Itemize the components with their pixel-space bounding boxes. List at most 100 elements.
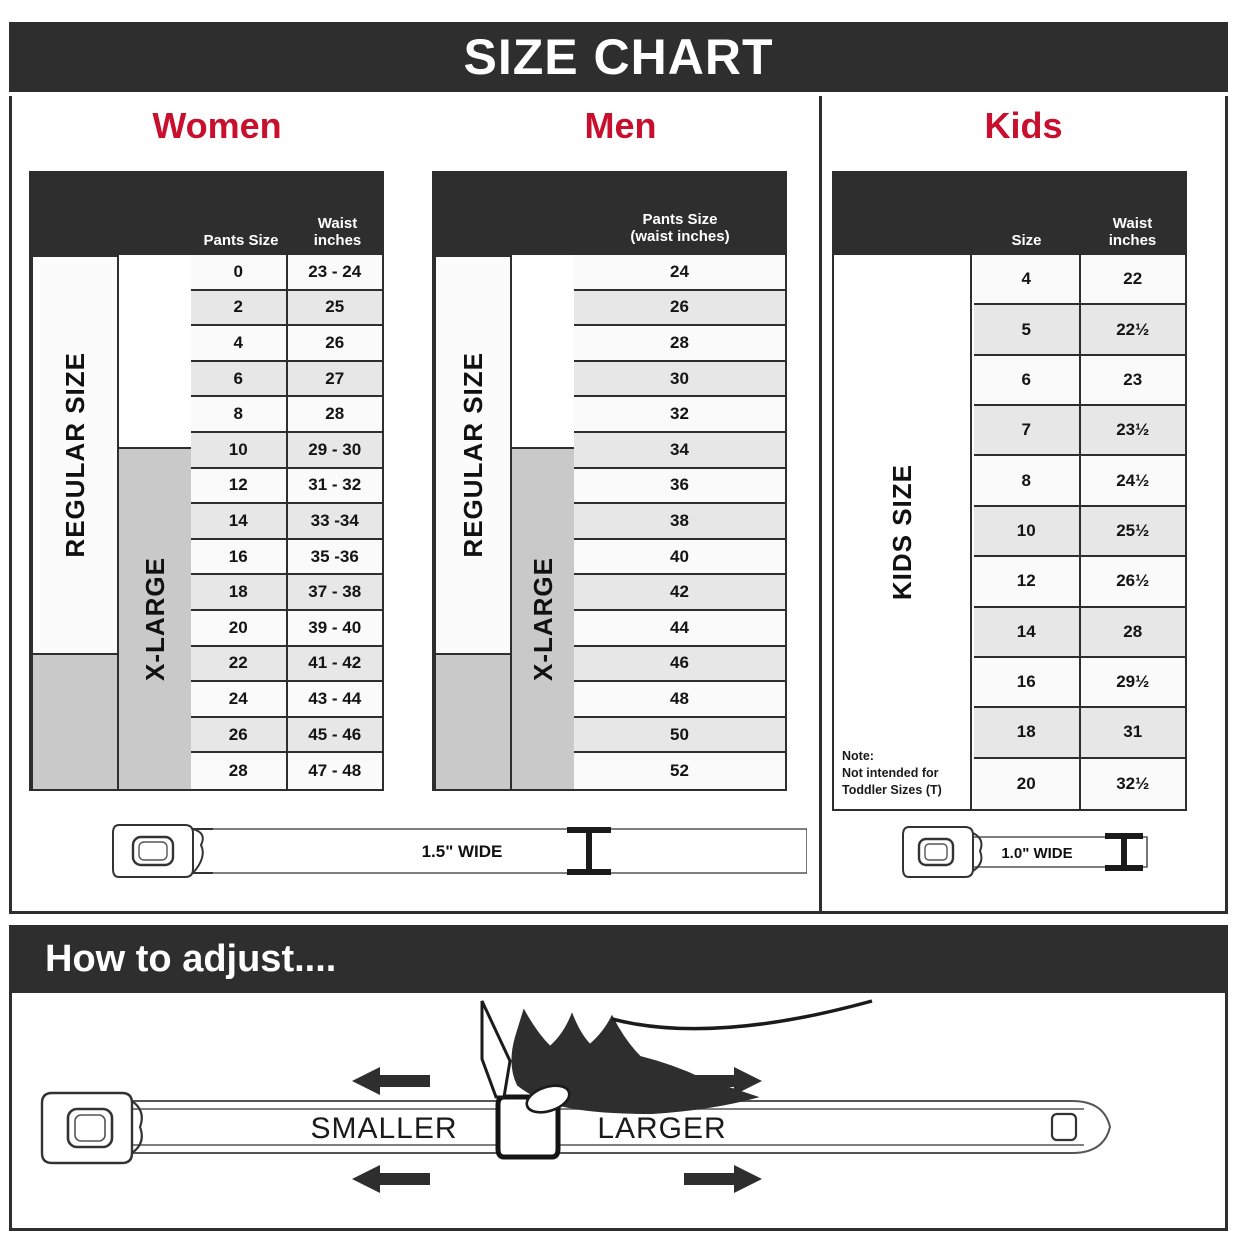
cell-size: 6 bbox=[974, 355, 1081, 405]
cell-size: 28 bbox=[574, 326, 785, 360]
cell-size: 50 bbox=[574, 717, 785, 752]
column-header-women-size: Pants Size bbox=[203, 231, 279, 249]
category-kids-label: KIDS SIZE bbox=[886, 463, 917, 601]
page-title: SIZE CHART bbox=[463, 29, 774, 85]
cell-size: 20 bbox=[191, 610, 288, 645]
table-row: 5 22½ bbox=[974, 305, 1185, 356]
cell-waist: 25½ bbox=[1080, 506, 1185, 556]
cell-waist: 28 bbox=[287, 397, 382, 431]
table-row: 42 bbox=[574, 575, 785, 611]
cell-size: 24 bbox=[574, 255, 785, 289]
column-header-kids-waist-line2: inches bbox=[1108, 231, 1157, 249]
cell-size: 4 bbox=[191, 326, 288, 360]
cell-size: 18 bbox=[191, 575, 288, 609]
table-row: 6 27 bbox=[191, 361, 382, 398]
kids-note-line1: Note: bbox=[842, 749, 874, 764]
cell-waist: 22 bbox=[1080, 255, 1185, 304]
table-row: 50 bbox=[574, 717, 785, 754]
cell-size: 16 bbox=[191, 539, 288, 574]
table-row: 28 47 - 48 bbox=[191, 753, 382, 789]
panel-heading-men: Men bbox=[584, 105, 657, 146]
table-row: 16 29½ bbox=[974, 657, 1185, 709]
table-row: 30 bbox=[574, 361, 785, 398]
column-header-women-waist-line1: Waist bbox=[317, 214, 358, 232]
table-row: 48 bbox=[574, 682, 785, 718]
cell-size: 48 bbox=[574, 682, 785, 716]
cell-waist: 28 bbox=[1080, 607, 1185, 656]
cell-size: 30 bbox=[574, 361, 785, 396]
column-header-kids-waist-line1: Waist bbox=[1112, 214, 1153, 232]
table-women: Pants Size Waist inches REGULAR SIZE X-L… bbox=[29, 171, 384, 791]
table-row: 18 31 bbox=[974, 708, 1185, 759]
table-women-header: Pants Size Waist inches bbox=[31, 173, 382, 255]
cell-size: 42 bbox=[574, 575, 785, 609]
cell-waist: 41 - 42 bbox=[287, 646, 382, 681]
table-row: 4 22 bbox=[974, 255, 1185, 306]
cell-waist: 23 bbox=[1080, 355, 1185, 405]
table-row: 12 26½ bbox=[974, 557, 1185, 608]
table-row: 52 bbox=[574, 753, 785, 789]
column-header-men-line1: Pants Size bbox=[642, 210, 718, 228]
label-larger: LARGER bbox=[597, 1112, 726, 1145]
table-row: 14 33 -34 bbox=[191, 504, 382, 540]
table-row: 10 29 - 30 bbox=[191, 432, 382, 469]
cell-size: 6 bbox=[191, 361, 288, 396]
cell-size: 8 bbox=[974, 456, 1081, 505]
table-row: 26 45 - 46 bbox=[191, 717, 382, 754]
cell-size: 32 bbox=[574, 397, 785, 431]
column-header-women-waist: Waist inches bbox=[293, 215, 382, 250]
table-row: 24 43 - 44 bbox=[191, 682, 382, 718]
table-men-header: Pants Size (waist inches) bbox=[434, 173, 785, 255]
label-smaller: SMALLER bbox=[310, 1112, 457, 1145]
table-row: 4 26 bbox=[191, 326, 382, 362]
cell-size: 36 bbox=[574, 468, 785, 503]
cell-waist: 39 - 40 bbox=[287, 610, 382, 645]
cell-size: 5 bbox=[974, 305, 1081, 354]
table-row: 10 25½ bbox=[974, 506, 1185, 558]
table-kids: Size Waist inches KIDS SIZE Note: Not in… bbox=[832, 171, 1187, 811]
panel-women: Women Pants Size Waist inches REGULAR SI… bbox=[12, 96, 807, 911]
category-men-xlarge-lower-fill bbox=[434, 653, 512, 791]
table-row: 24 bbox=[574, 255, 785, 291]
belt-diagram-narrow: 1.0" WIDE bbox=[897, 811, 1187, 891]
arrow-left-upper bbox=[352, 1067, 430, 1095]
cell-size: 22 bbox=[191, 646, 288, 681]
category-men-xlarge: X-LARGE bbox=[510, 447, 576, 791]
cell-waist: 23 - 24 bbox=[287, 255, 382, 289]
table-row: 34 bbox=[574, 432, 785, 469]
column-header-kids-size: Size bbox=[1011, 231, 1042, 249]
table-row: 6 23 bbox=[974, 355, 1185, 407]
cell-waist: 22½ bbox=[1080, 305, 1185, 354]
category-men-regular-label: REGULAR SIZE bbox=[457, 352, 488, 558]
table-kids-body: KIDS SIZE Note: Not intended for Toddler… bbox=[834, 255, 1185, 809]
table-men: Pants Size (waist inches) REGULAR SIZE X… bbox=[432, 171, 787, 791]
how-to-adjust-panel: SMALLER LARGER bbox=[9, 993, 1228, 1231]
cell-waist: 29 - 30 bbox=[287, 432, 382, 467]
category-women-xlarge-label: X-LARGE bbox=[139, 557, 170, 681]
table-row: 22 41 - 42 bbox=[191, 646, 382, 683]
cell-waist: 24½ bbox=[1080, 456, 1185, 505]
kids-note-line3: Toddler Sizes (T) bbox=[842, 783, 942, 798]
cell-waist: 37 - 38 bbox=[287, 575, 382, 609]
category-men-xlarge-label: X-LARGE bbox=[527, 557, 558, 681]
cell-size: 18 bbox=[974, 708, 1081, 757]
cell-size: 34 bbox=[574, 432, 785, 467]
cell-size: 44 bbox=[574, 610, 785, 645]
column-header-women-waist-line2: inches bbox=[313, 231, 362, 249]
table-row: 12 31 - 32 bbox=[191, 468, 382, 505]
cell-size: 16 bbox=[974, 657, 1081, 707]
belt-wide-label: 1.5" WIDE bbox=[422, 842, 503, 861]
cell-waist: 29½ bbox=[1080, 657, 1185, 707]
panel-kids: Kids Size Waist inches KIDS SIZE Note: bbox=[822, 96, 1225, 911]
cell-waist: 31 - 32 bbox=[287, 468, 382, 503]
cell-waist: 26 bbox=[287, 326, 382, 360]
table-row: 7 23½ bbox=[974, 406, 1185, 457]
cell-size: 20 bbox=[974, 758, 1081, 809]
cell-size: 10 bbox=[974, 506, 1081, 556]
cell-size: 14 bbox=[974, 607, 1081, 656]
cell-waist: 25 bbox=[287, 290, 382, 325]
rows-women: 0 23 - 24 2 25 4 26 6 27 8 28 10 29 - 30 12 31 - 32 14… bbox=[191, 255, 382, 789]
cell-size: 46 bbox=[574, 646, 785, 681]
table-row: 38 bbox=[574, 504, 785, 540]
